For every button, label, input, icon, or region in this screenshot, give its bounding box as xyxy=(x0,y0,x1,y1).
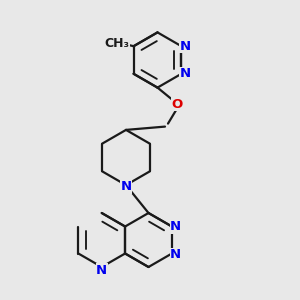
Text: N: N xyxy=(170,220,181,233)
Text: N: N xyxy=(96,263,107,277)
Text: N: N xyxy=(170,248,181,262)
Text: N: N xyxy=(180,67,191,80)
Text: CH₃: CH₃ xyxy=(105,37,130,50)
Text: O: O xyxy=(171,98,183,111)
Text: N: N xyxy=(180,40,191,53)
Text: N: N xyxy=(120,180,132,193)
